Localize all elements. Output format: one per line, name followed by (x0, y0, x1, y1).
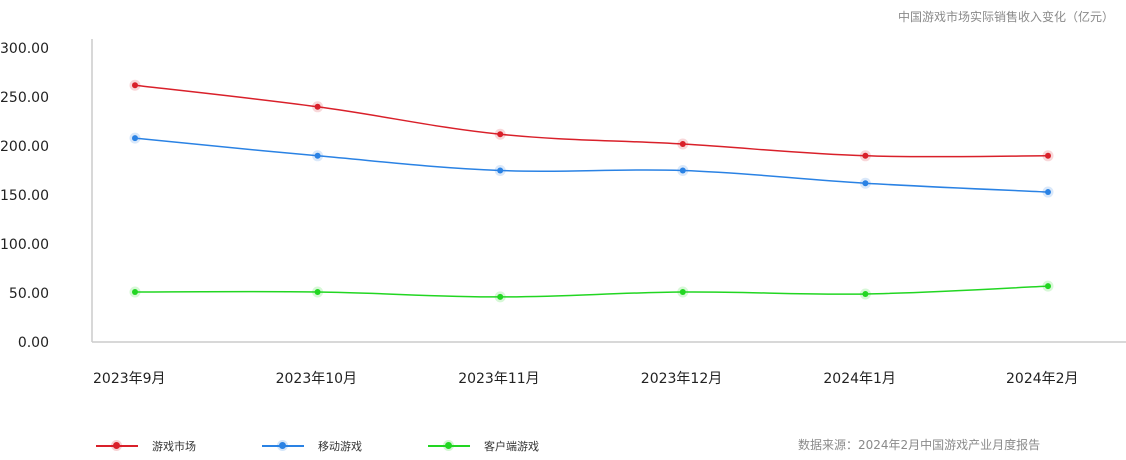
y-tick-label: 0.00 (18, 335, 49, 351)
data-point (862, 290, 869, 297)
x-tick-label: 2024年2月 (1006, 371, 1079, 387)
x-tick-label: 2023年10月 (276, 371, 357, 387)
y-tick-label: 300.00 (0, 41, 49, 57)
data-point (497, 131, 504, 138)
legend-item[interactable]: 游戏市场 (96, 438, 196, 454)
legend-dot (445, 442, 452, 449)
x-tick-label: 2023年9月 (93, 371, 166, 387)
series-lines (134, 84, 1049, 298)
y-tick-label: 200.00 (0, 139, 49, 155)
data-point (679, 289, 686, 296)
data-point (1045, 283, 1051, 290)
series-line (134, 84, 1049, 158)
data-point (497, 167, 504, 174)
data-point (679, 141, 686, 148)
y-tick-label: 250.00 (0, 90, 49, 106)
data-point (314, 103, 321, 110)
data-point (132, 135, 138, 142)
series-points (129, 79, 1054, 303)
data-point (497, 293, 504, 300)
data-point (862, 152, 869, 159)
legend-dot (279, 442, 286, 449)
source-note: 数据来源：2024年2月中国游戏产业月度报告 (798, 438, 1041, 452)
data-point (1045, 189, 1051, 196)
legend-swatch (96, 442, 138, 449)
data-point (132, 289, 138, 296)
data-point (314, 152, 321, 159)
series-line (134, 285, 1049, 298)
x-tick-labels: 2023年9月 2023年10月 2023年11月 2023年12月 2024年1月 20… (93, 371, 1079, 387)
legend-swatch (262, 442, 304, 449)
x-tick-label: 2023年11月 (458, 371, 539, 387)
legend: 游戏市场 移动游戏 客户端游戏 (96, 438, 605, 454)
y-tick-labels: 0.00 50.00 100.00 150.00 200.00 250.00 300.00 (0, 41, 49, 351)
y-tick-label: 150.00 (0, 188, 49, 204)
legend-item[interactable]: 移动游戏 (262, 438, 362, 454)
x-tick-label: 2023年12月 (641, 371, 722, 387)
legend-swatch (428, 442, 470, 449)
legend-label: 移动游戏 (318, 440, 362, 453)
axes (91, 39, 1126, 343)
y-tick-label: 100.00 (0, 237, 49, 253)
legend-dot (113, 442, 120, 449)
series-line (134, 137, 1049, 193)
data-point (314, 289, 321, 296)
x-tick-label: 2024年1月 (823, 371, 896, 387)
legend-label: 客户端游戏 (484, 440, 539, 453)
legend-item[interactable]: 客户端游戏 (428, 438, 539, 454)
data-point (1045, 152, 1051, 159)
y-tick-label: 50.00 (9, 286, 49, 302)
legend-label: 游戏市场 (152, 440, 196, 453)
data-point (862, 180, 869, 187)
data-point (679, 167, 686, 174)
data-point (132, 82, 138, 89)
chart-title: 中国游戏市场实际销售收入变化（亿元） (897, 10, 1114, 24)
